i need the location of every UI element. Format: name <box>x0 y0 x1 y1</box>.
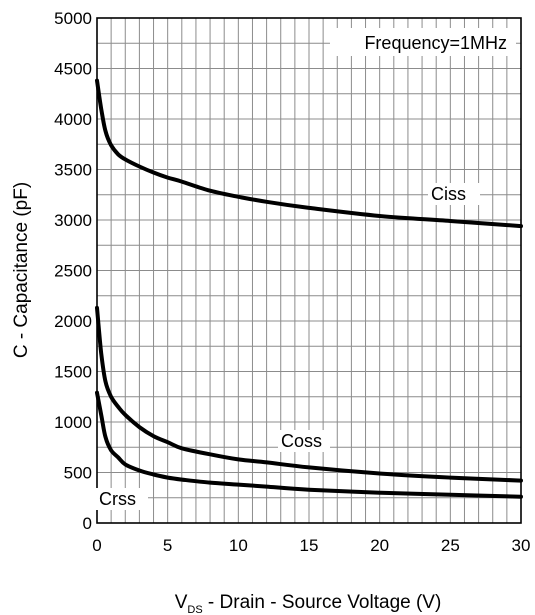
y-tick-label: 3000 <box>54 211 92 230</box>
x-tick-label: 15 <box>300 536 319 555</box>
y-axis-label: C - Capacitance (pF) <box>11 182 32 358</box>
y-tick-label: 4000 <box>54 110 92 129</box>
y-tick-label: 2500 <box>54 262 92 281</box>
x-tick-label: 25 <box>441 536 460 555</box>
x-tick-labels: 0 5 10 15 20 25 30 <box>92 536 530 555</box>
x-axis-label-main: V <box>175 592 188 613</box>
series-label-coss: Coss <box>281 431 322 451</box>
y-tick-label: 1000 <box>54 413 92 432</box>
series-label-ciss: Ciss <box>431 184 466 204</box>
y-tick-label: 2000 <box>54 312 92 331</box>
series-line-crss <box>95 390 523 499</box>
y-tick-label: 0 <box>83 514 92 533</box>
x-tick-label: 20 <box>370 536 389 555</box>
series-line-coss <box>95 305 523 483</box>
y-tick-label: 5000 <box>54 9 92 28</box>
series-label-background <box>428 183 480 205</box>
x-tick-label: 10 <box>229 536 248 555</box>
series-label-crss: Crss <box>99 489 136 509</box>
x-tick-label: 0 <box>92 536 101 555</box>
plot-frame <box>96 17 522 524</box>
y-tick-label: 3500 <box>54 161 92 180</box>
series-label-background <box>96 488 148 510</box>
series-line-ciss <box>95 78 523 229</box>
x-tick-label: 30 <box>512 536 531 555</box>
frequency-annotation: Frequency=1MHz <box>364 33 507 53</box>
y-tick-label: 500 <box>64 464 92 483</box>
x-axis-label-rest: - Drain - Source Voltage (V) <box>203 592 442 613</box>
series-labels: Ciss Coss Crss <box>96 183 480 510</box>
x-axis-label: VDS - Drain - Source Voltage (V) <box>175 592 442 615</box>
x-tick-label: 5 <box>163 536 172 555</box>
curves <box>95 78 523 499</box>
annotation-background <box>330 28 516 56</box>
series-label-background <box>278 430 330 452</box>
y-tick-label: 1500 <box>54 363 92 382</box>
y-tick-labels: 0 500 1000 1500 2000 2500 3000 3500 4000 4500 5000 <box>54 9 92 533</box>
y-tick-label: 4500 <box>54 60 92 79</box>
x-axis-label-subscript: DS <box>187 604 202 615</box>
